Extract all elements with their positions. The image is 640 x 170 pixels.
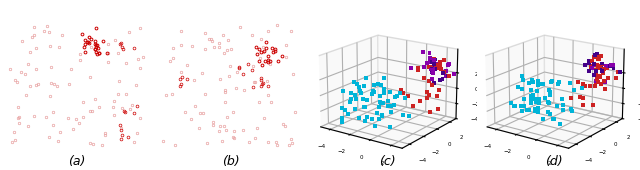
Text: (d): (d) [545,155,563,168]
Text: (c): (c) [379,155,396,168]
Text: (a): (a) [68,155,86,168]
Text: (b): (b) [221,155,239,168]
